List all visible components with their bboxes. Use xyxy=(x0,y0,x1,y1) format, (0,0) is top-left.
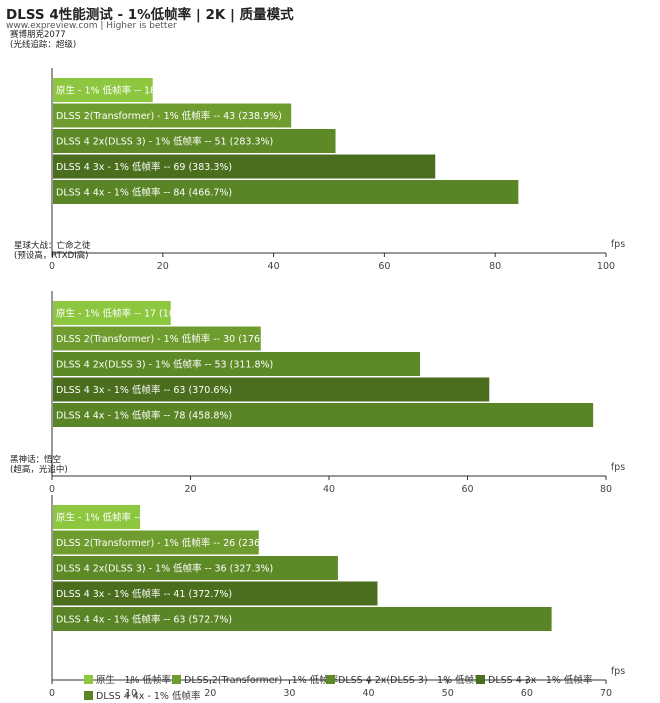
x-tick-label: 60 xyxy=(521,688,533,699)
bar-label: DLSS 2(Transformer) - 1% 低帧率 -- 30 (176.… xyxy=(56,333,282,345)
x-tick-label: 50 xyxy=(442,688,454,699)
bar xyxy=(53,352,421,376)
x-tick-label: 40 xyxy=(323,484,335,495)
bar xyxy=(53,530,259,555)
bar xyxy=(53,556,338,580)
bar xyxy=(53,607,552,631)
x-tick-label: 40 xyxy=(363,688,375,699)
legend-swatch xyxy=(172,675,181,684)
x-tick-label: 20 xyxy=(157,261,169,272)
x-tick-label: 20 xyxy=(204,688,216,699)
bar xyxy=(53,78,153,102)
bar xyxy=(53,377,490,402)
x-tick-label: 10 xyxy=(125,688,137,699)
bar-label: DLSS 2(Transformer) - 1% 低帧率 -- 26 (236.… xyxy=(56,537,282,549)
bar-label: DLSS 4 2x(DLSS 3) - 1% 低帧率 -- 36 (327.3%… xyxy=(56,563,273,575)
x-tick-label: 60 xyxy=(461,484,473,495)
x-axis-unit: fps xyxy=(611,239,625,250)
bar xyxy=(53,301,171,325)
legend-swatch xyxy=(476,675,485,684)
x-tick-label: 60 xyxy=(378,261,390,272)
x-tick-label: 0 xyxy=(49,484,55,495)
legend-label: 原生 - 1% 低帧率 xyxy=(96,674,172,686)
game-label-line: 黑神话：悟空 xyxy=(10,454,61,465)
chart-title: DLSS 4性能测试 - 1%低帧率 | 2K | 质量模式 xyxy=(6,7,294,23)
bar xyxy=(53,326,261,351)
chart-subtitle: www.expreview.com | Higher is better xyxy=(6,21,177,31)
bar xyxy=(53,129,336,153)
x-tick-label: 0 xyxy=(49,261,55,272)
bar xyxy=(53,403,594,427)
x-tick-label: 30 xyxy=(283,688,295,699)
bar xyxy=(53,154,436,179)
x-tick-label: 100 xyxy=(597,261,615,272)
bar-label: 原生 - 1% 低帧率 -- 18 (100.0%) xyxy=(56,85,203,97)
bar-label: DLSS 4 3x - 1% 低帧率 -- 63 (370.6%) xyxy=(56,384,232,396)
bar-label: DLSS 4 4x - 1% 低帧率 -- 84 (466.7%) xyxy=(56,187,232,199)
legend-swatch xyxy=(84,691,93,700)
x-tick-label: 80 xyxy=(489,261,501,272)
game-label-line: (预设高，RTXDI高) xyxy=(14,250,89,261)
bar xyxy=(53,581,378,606)
bar xyxy=(53,103,292,128)
game-label-line: 赛博朋克2077 xyxy=(10,29,66,40)
x-axis-unit: fps xyxy=(611,666,625,677)
x-tick-label: 70 xyxy=(600,688,612,699)
bar xyxy=(53,180,519,204)
x-tick-label: 20 xyxy=(184,484,196,495)
x-axis-unit: fps xyxy=(611,462,625,473)
legend-swatch xyxy=(326,675,335,684)
x-tick-label: 80 xyxy=(600,484,612,495)
bar-label: DLSS 2(Transformer) - 1% 低帧率 -- 43 (238.… xyxy=(56,110,282,122)
bar-label: 原生 - 1% 低帧率 -- 17 (100.0%) xyxy=(56,308,203,320)
game-label-line: 星球大战：亡命之徒 xyxy=(14,240,91,251)
game-label-line: (超高，光追中) xyxy=(10,464,68,475)
x-tick-label: 0 xyxy=(49,688,55,699)
x-tick-label: 40 xyxy=(268,261,280,272)
bar-label: 原生 - 1% 低帧率 -- 11 (100.0%) xyxy=(56,512,203,524)
bar-label: DLSS 4 3x - 1% 低帧率 -- 41 (372.7%) xyxy=(56,588,232,600)
bar-label: DLSS 4 3x - 1% 低帧率 -- 69 (383.3%) xyxy=(56,161,232,173)
bar-label: DLSS 4 4x - 1% 低帧率 -- 78 (458.8%) xyxy=(56,410,232,422)
bar xyxy=(53,505,141,529)
legend-label: DLSS 4 2x(DLSS 3) - 1% 低帧率 xyxy=(338,674,484,686)
bar-label: DLSS 4 2x(DLSS 3) - 1% 低帧率 -- 51 (283.3%… xyxy=(56,136,273,148)
legend-swatch xyxy=(84,675,93,684)
game-label-line: (光线追踪：超级) xyxy=(10,39,76,50)
legend-label: DLSS 2(Transformer) - 1% 低帧率 xyxy=(184,674,339,686)
legend-label: DLSS 4 4x - 1% 低帧率 xyxy=(96,690,201,702)
bar-label: DLSS 4 4x - 1% 低帧率 -- 63 (572.7%) xyxy=(56,614,232,626)
bar-label: DLSS 4 2x(DLSS 3) - 1% 低帧率 -- 53 (311.8%… xyxy=(56,359,273,371)
legend-label: DLSS 4 3x - 1% 低帧率 xyxy=(488,674,593,686)
